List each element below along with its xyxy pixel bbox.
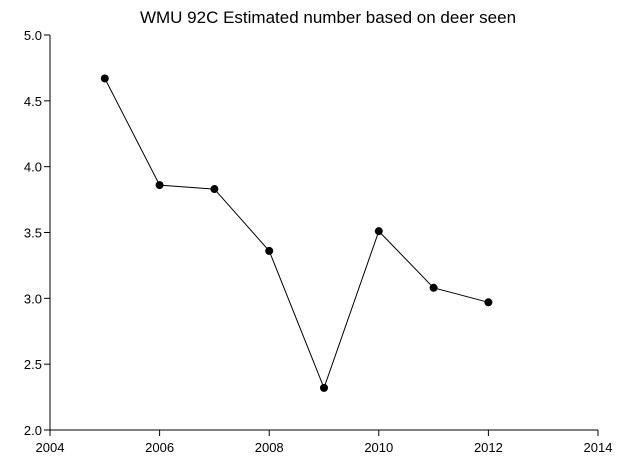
x-tick-label: 2012: [474, 440, 503, 455]
data-point: [265, 246, 274, 255]
y-tick-label: 2.5: [24, 357, 42, 372]
data-point: [484, 298, 493, 307]
data-point: [100, 74, 109, 83]
y-tick-label: 4.0: [24, 160, 42, 175]
y-tick-label: 4.5: [24, 94, 42, 109]
x-tick-label: 2006: [145, 440, 174, 455]
y-tick-label: 3.5: [24, 226, 42, 241]
data-point: [155, 181, 164, 190]
data-point: [374, 227, 383, 236]
chart-title: WMU 92C Estimated number based on deer s…: [140, 8, 516, 27]
y-ticks: 2.0 2.5 3.0 3.5 4.0 4.5 5.0: [24, 28, 50, 438]
x-tick-label: 2014: [584, 440, 613, 455]
x-tick-label: 2010: [364, 440, 393, 455]
series-line: [104, 78, 489, 390]
series-group: [100, 74, 493, 392]
x-ticks: 2004 2006 2008 2010 2012 2014: [36, 430, 613, 455]
y-tick-label: 3.0: [24, 291, 42, 306]
data-point: [210, 185, 219, 194]
axes: [49, 35, 598, 431]
data-point: [320, 383, 328, 392]
y-tick-label: 2.0: [24, 423, 42, 438]
x-tick-label: 2008: [255, 440, 284, 455]
y-tick-label: 5.0: [24, 28, 42, 43]
x-tick-label: 2004: [36, 440, 65, 455]
data-point: [429, 283, 438, 292]
